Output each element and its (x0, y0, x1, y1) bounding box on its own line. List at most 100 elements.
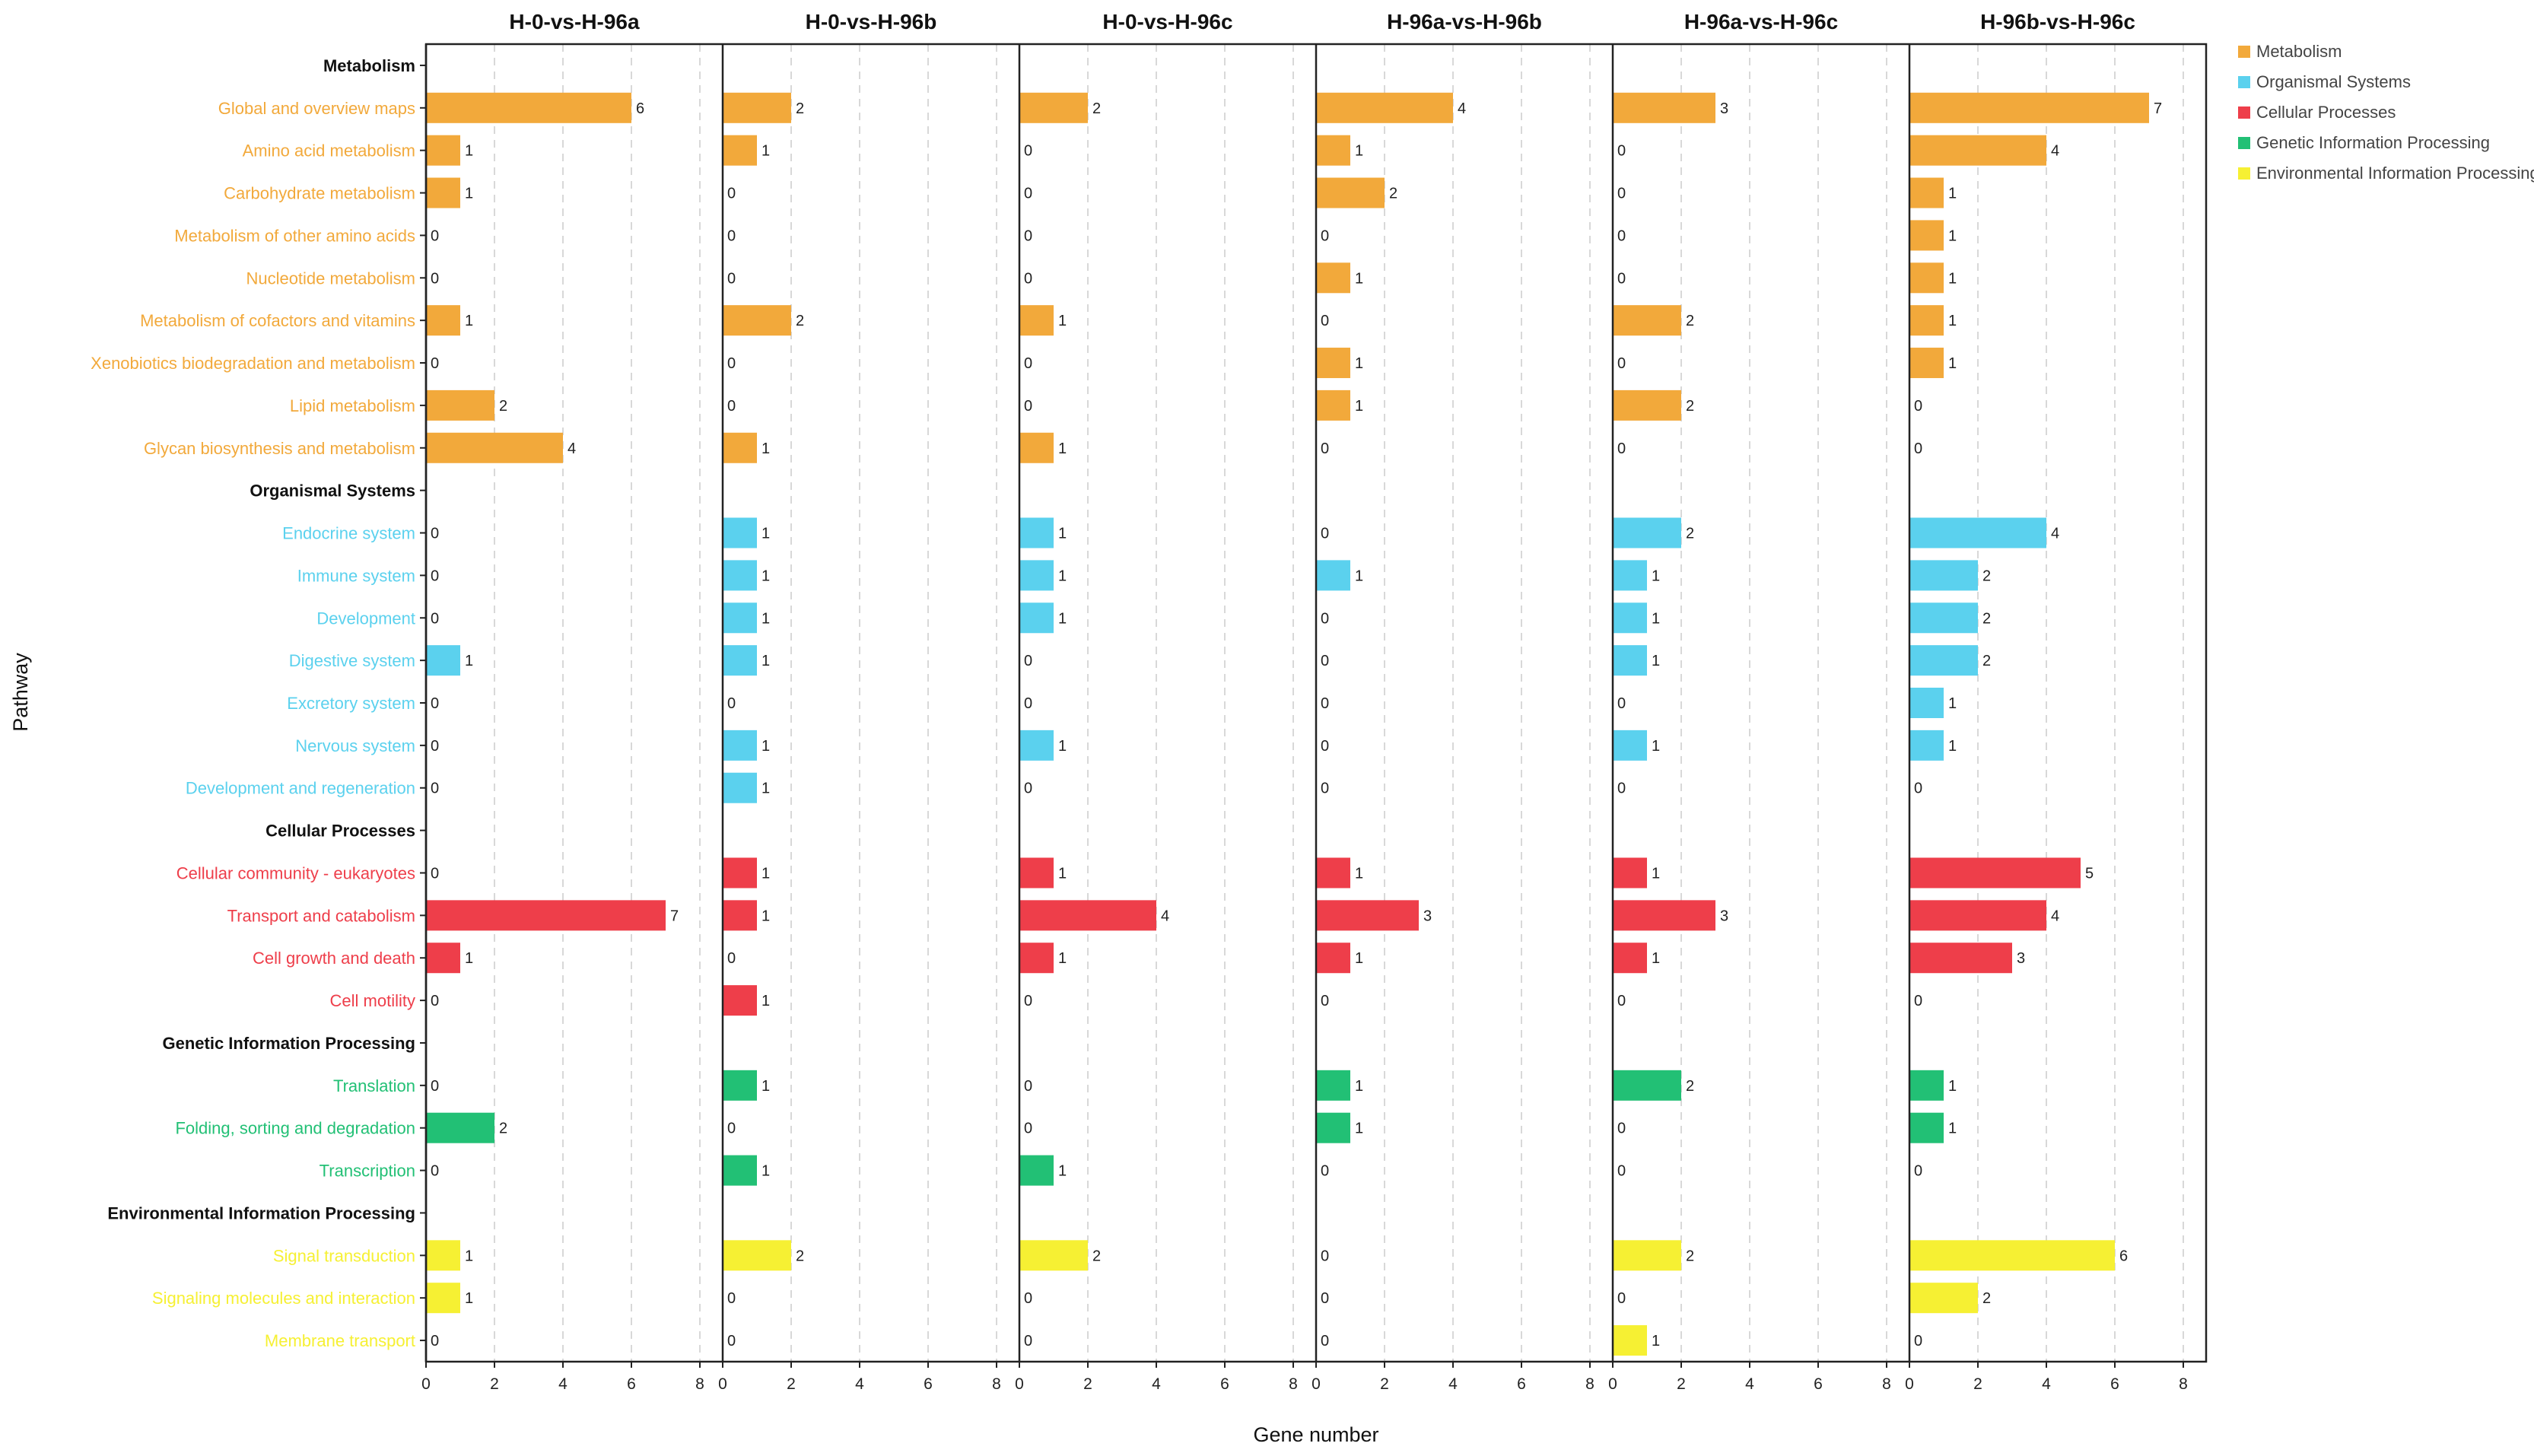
value-label-h-0-vs-h-96a-metabolism-of-cofactors-and-vitamins: 1 (465, 313, 473, 329)
value-label-h-0-vs-h-96a-xenobiotics-biodegradation-and-metabolism: 0 (431, 355, 439, 372)
x-tick-label-h-0-vs-h-96c-4: 4 (1152, 1375, 1161, 1393)
value-label-h-96a-vs-h-96c-folding-sorting-and-degradation: 0 (1617, 1121, 1626, 1137)
bar-h-96b-vs-h-96c-carbohydrate-metabolism (1909, 177, 1944, 208)
value-label-h-96a-vs-h-96b-development: 0 (1321, 610, 1329, 627)
value-label-h-0-vs-h-96a-transport-and-catabolism: 7 (670, 908, 679, 924)
value-label-h-96a-vs-h-96c-development: 1 (1652, 610, 1660, 627)
value-label-h-96a-vs-h-96b-cell-growth-and-death: 1 (1355, 950, 1363, 967)
bar-h-0-vs-h-96c-endocrine-system (1019, 517, 1054, 548)
value-label-h-96a-vs-h-96b-transcription: 0 (1321, 1163, 1329, 1180)
value-label-h-96a-vs-h-96c-digestive-system: 1 (1652, 653, 1660, 669)
x-tick-label-h-96a-vs-h-96c-0: 0 (1608, 1375, 1617, 1393)
bar-h-96a-vs-h-96c-cellular-community-eukaryotes (1613, 857, 1647, 889)
panel-title-h-96a-vs-h-96b: H-96a-vs-H-96b (1387, 10, 1542, 33)
value-label-h-96a-vs-h-96c-global-and-overview-maps: 3 (1720, 100, 1728, 117)
legend-label-organismal-systems: Organismal Systems (2256, 72, 2411, 91)
x-tick-label-h-96b-vs-h-96c-8: 8 (2179, 1375, 2188, 1393)
bar-h-96b-vs-h-96c-xenobiotics-biodegradation-and-metabolism (1909, 348, 1944, 379)
value-label-h-0-vs-h-96c-folding-sorting-and-degradation: 0 (1024, 1121, 1032, 1137)
bar-h-96a-vs-h-96b-cell-growth-and-death (1316, 943, 1350, 974)
bar-h-96a-vs-h-96b-amino-acid-metabolism (1316, 135, 1350, 166)
x-tick-label-h-96b-vs-h-96c-4: 4 (2042, 1375, 2051, 1393)
value-label-h-96a-vs-h-96c-nervous-system: 1 (1652, 738, 1660, 755)
value-label-h-0-vs-h-96c-digestive-system: 0 (1024, 653, 1032, 669)
value-label-h-96a-vs-h-96b-lipid-metabolism: 1 (1355, 398, 1363, 415)
value-label-h-0-vs-h-96a-global-and-overview-maps: 6 (636, 100, 644, 117)
category-label-development: Development (316, 609, 415, 628)
bar-h-0-vs-h-96b-glycan-biosynthesis-and-metabolism (723, 432, 757, 463)
category-label-digestive-system: Digestive system (289, 651, 415, 670)
bar-h-0-vs-h-96b-cell-motility (723, 985, 757, 1016)
bar-h-0-vs-h-96a-amino-acid-metabolism (426, 135, 460, 166)
value-label-h-0-vs-h-96c-metabolism-of-other-amino-acids: 0 (1024, 227, 1032, 244)
bar-h-0-vs-h-96c-metabolism-of-cofactors-and-vitamins (1019, 305, 1054, 336)
value-label-h-0-vs-h-96b-development-and-regeneration: 1 (761, 780, 770, 797)
value-label-h-0-vs-h-96c-amino-acid-metabolism: 0 (1024, 143, 1032, 160)
legend-label-environmental-information-processing: Environmental Information Processing (2256, 164, 2534, 183)
bar-h-0-vs-h-96c-transport-and-catabolism (1019, 900, 1156, 931)
legend-swatch-genetic-information-processing (2238, 137, 2250, 149)
category-label-signal-transduction: Signal transduction (273, 1246, 415, 1265)
value-label-h-0-vs-h-96c-glycan-biosynthesis-and-metabolism: 1 (1058, 440, 1067, 457)
legend: Metabolism Organismal Systems Cellular Pro… (2238, 42, 2534, 183)
legend-swatch-environmental-information-processing (2238, 167, 2250, 180)
bar-h-0-vs-h-96b-development-and-regeneration (723, 772, 757, 803)
value-label-h-96b-vs-h-96c-global-and-overview-maps: 7 (2154, 100, 2162, 117)
bar-h-96a-vs-h-96c-immune-system (1613, 560, 1647, 591)
value-label-h-96a-vs-h-96c-endocrine-system: 2 (1686, 526, 1694, 542)
bar-h-96a-vs-h-96b-folding-sorting-and-degradation (1316, 1112, 1350, 1143)
value-label-h-0-vs-h-96a-membrane-transport: 0 (431, 1333, 439, 1350)
value-label-h-0-vs-h-96c-transport-and-catabolism: 4 (1161, 908, 1169, 924)
category-label-translation: Translation (333, 1076, 415, 1095)
value-label-h-96a-vs-h-96c-xenobiotics-biodegradation-and-metabolism: 0 (1617, 355, 1626, 372)
bar-h-96a-vs-h-96c-signal-transduction (1613, 1240, 1681, 1271)
value-label-h-0-vs-h-96c-transcription: 1 (1058, 1163, 1067, 1180)
bar-h-0-vs-h-96c-cell-growth-and-death (1019, 943, 1054, 974)
category-label-signaling-molecules-and-interaction: Signaling molecules and interaction (152, 1289, 415, 1308)
x-tick-label-h-0-vs-h-96b-4: 4 (855, 1375, 864, 1393)
bar-h-0-vs-h-96b-immune-system (723, 560, 757, 591)
bar-h-96a-vs-h-96b-carbohydrate-metabolism (1316, 177, 1385, 208)
value-label-h-0-vs-h-96b-transport-and-catabolism: 1 (761, 908, 770, 924)
bar-h-96b-vs-h-96c-metabolism-of-other-amino-acids (1909, 220, 1944, 251)
bar-h-96a-vs-h-96c-membrane-transport (1613, 1325, 1647, 1356)
x-tick-label-h-96a-vs-h-96c-2: 2 (1677, 1375, 1686, 1393)
value-label-h-96a-vs-h-96b-xenobiotics-biodegradation-and-metabolism: 1 (1355, 355, 1363, 372)
value-label-h-96b-vs-h-96c-signal-transduction: 6 (2119, 1248, 2128, 1264)
category-label-cell-motility: Cell motility (330, 991, 415, 1010)
bar-h-0-vs-h-96c-nervous-system (1019, 730, 1054, 761)
bar-h-0-vs-h-96c-glycan-biosynthesis-and-metabolism (1019, 432, 1054, 463)
value-label-h-0-vs-h-96a-development: 0 (431, 610, 439, 627)
bar-h-96a-vs-h-96c-lipid-metabolism (1613, 389, 1681, 421)
group-label-environmental-information-processing: Environmental Information Processing (107, 1203, 415, 1222)
bar-h-96a-vs-h-96c-global-and-overview-maps (1613, 92, 1715, 123)
bar-h-0-vs-h-96a-cell-growth-and-death (426, 943, 460, 974)
value-label-h-96a-vs-h-96b-translation: 1 (1355, 1078, 1363, 1095)
x-tick-label-h-0-vs-h-96a-8: 8 (695, 1375, 704, 1393)
value-label-h-0-vs-h-96b-membrane-transport: 0 (727, 1333, 736, 1350)
bar-h-96a-vs-h-96b-transport-and-catabolism (1316, 900, 1419, 931)
bar-h-0-vs-h-96b-transcription (723, 1155, 757, 1186)
value-label-h-96b-vs-h-96c-endocrine-system: 4 (2051, 526, 2059, 542)
bar-h-0-vs-h-96a-global-and-overview-maps (426, 92, 631, 123)
value-label-h-96b-vs-h-96c-xenobiotics-biodegradation-and-metabolism: 1 (1948, 355, 1957, 372)
value-label-h-96b-vs-h-96c-digestive-system: 2 (1982, 653, 1991, 669)
bar-h-96a-vs-h-96b-cellular-community-eukaryotes (1316, 857, 1350, 889)
bar-h-96b-vs-h-96c-metabolism-of-cofactors-and-vitamins (1909, 305, 1944, 336)
value-label-h-96a-vs-h-96c-metabolism-of-cofactors-and-vitamins: 2 (1686, 313, 1694, 329)
bar-h-0-vs-h-96c-global-and-overview-maps (1019, 92, 1088, 123)
value-label-h-0-vs-h-96c-lipid-metabolism: 0 (1024, 398, 1032, 415)
value-label-h-96a-vs-h-96b-excretory-system: 0 (1321, 695, 1329, 712)
value-label-h-96a-vs-h-96c-amino-acid-metabolism: 0 (1617, 143, 1626, 160)
value-label-h-0-vs-h-96c-nervous-system: 1 (1058, 738, 1067, 755)
label-layer: H-0-vs-H-96a 6 1 1 0 0 1 0 2 4 0 0 0 1 0 0 0 0 7 1 0 0 2 0 1 1 0 0 2… (91, 10, 2188, 1393)
value-label-h-96a-vs-h-96c-signaling-molecules-and-interaction: 0 (1617, 1290, 1626, 1307)
value-label-h-0-vs-h-96b-cell-growth-and-death: 0 (727, 950, 736, 967)
category-label-metabolism-of-cofactors-and-vitamins: Metabolism of cofactors and vitamins (140, 311, 415, 330)
x-tick-label-h-96a-vs-h-96b-8: 8 (1585, 1375, 1594, 1393)
bar-h-0-vs-h-96c-immune-system (1019, 560, 1054, 591)
legend-label-cellular-processes: Cellular Processes (2256, 103, 2396, 122)
category-label-glycan-biosynthesis-and-metabolism: Glycan biosynthesis and metabolism (144, 439, 415, 458)
bar-h-0-vs-h-96b-development (723, 602, 757, 634)
